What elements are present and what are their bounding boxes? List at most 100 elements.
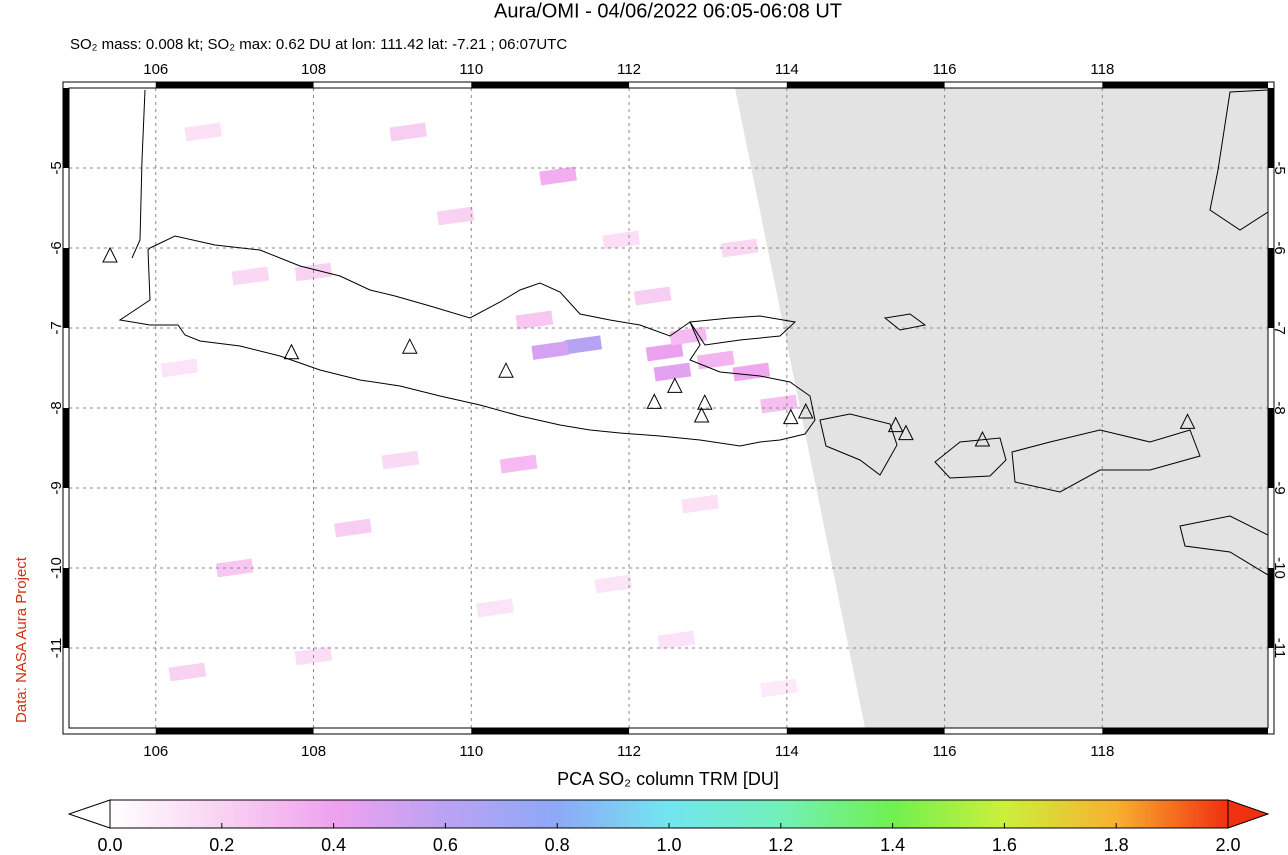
y-tick-label: -9 — [1271, 481, 1288, 494]
coastline — [819, 413, 898, 476]
so2-cell — [697, 350, 735, 370]
colorbar-tick-label: 1.0 — [656, 835, 681, 855]
frame-band — [155, 728, 314, 734]
colorbar-label: PCA SO₂ column TRM [DU] — [557, 769, 779, 789]
so2-cell — [499, 454, 538, 474]
frame-band — [63, 568, 69, 648]
volcano-marker — [887, 416, 904, 433]
colorbar-tick-label: 1.6 — [992, 835, 1017, 855]
so2-cell — [657, 630, 696, 650]
so2-cell — [231, 266, 270, 286]
map-frame — [62, 81, 1275, 735]
colorbar-tick-label: 0.4 — [321, 835, 346, 855]
y-tick-label: -8 — [48, 401, 65, 414]
volcano-marker — [498, 362, 514, 378]
volcanoes — [102, 246, 1196, 447]
volcano-marker — [1179, 413, 1196, 429]
frame-band — [63, 408, 69, 488]
x-tick-label: 106 — [143, 743, 168, 760]
colorbar-tick-label: 0.6 — [433, 835, 458, 855]
x-tick-label: 106 — [143, 61, 168, 78]
coastline — [131, 89, 146, 259]
colorbar-tick-label: 2.0 — [1215, 835, 1240, 855]
coastline — [1011, 429, 1201, 493]
so2-cell — [381, 450, 420, 470]
coastline — [883, 313, 927, 331]
volcano-marker — [974, 430, 991, 447]
volcano-marker — [102, 246, 118, 263]
volcano-marker — [283, 343, 300, 360]
colorbar-tick-label: 0.0 — [97, 835, 122, 855]
so2-cell — [476, 598, 514, 618]
frame-band — [63, 88, 69, 168]
so2-cell — [334, 518, 372, 538]
colorbar-tick-label: 0.2 — [209, 835, 234, 855]
so2-cell — [653, 362, 692, 382]
frame-band — [155, 82, 314, 88]
volcano-marker — [898, 424, 914, 441]
y-tick-label: -10 — [48, 557, 65, 579]
so2-cell — [681, 494, 719, 514]
colorbar-tick-label: 1.8 — [1104, 835, 1129, 855]
y-tick-label: -5 — [48, 161, 65, 174]
so2-cell — [633, 286, 672, 306]
colorbar-low — [67, 799, 111, 829]
x-tick-label: 116 — [933, 61, 957, 78]
map-area — [69, 88, 1268, 728]
colorbar-tick-label: 0.8 — [545, 835, 570, 855]
x-tick-label: 108 — [301, 61, 326, 78]
frame-border — [62, 81, 1275, 735]
volcano-marker — [696, 394, 713, 410]
so2-cell — [539, 166, 577, 186]
x-tick-label: 116 — [933, 743, 957, 760]
chart-title: Aura/OMI - 04/06/2022 06:05-06:08 UT — [494, 0, 842, 22]
axes: 106 106 108 108 110 110 112 112 114 114 116 116 118 1… — [48, 61, 1288, 760]
so2-cell — [732, 362, 771, 382]
y-tick-label: -7 — [1271, 321, 1288, 334]
coastline — [934, 437, 1007, 479]
so2-cell — [594, 574, 633, 594]
so2-cell — [436, 206, 475, 226]
so2-cell — [515, 310, 554, 330]
x-tick-label: 118 — [1090, 61, 1114, 78]
so2-cell — [645, 342, 684, 362]
frame-band — [1268, 408, 1274, 488]
so2-cell — [168, 662, 207, 682]
y-tick-label: -9 — [48, 481, 65, 494]
so2-cell — [531, 340, 569, 360]
frame-border — [68, 87, 1269, 729]
coastlines — [118, 89, 1268, 576]
so2-cell — [160, 358, 199, 378]
so2-cell — [184, 122, 222, 142]
so2-cell — [215, 558, 254, 578]
coastline — [1209, 89, 1268, 231]
so2-cell — [760, 394, 798, 414]
volcano-marker — [693, 406, 710, 423]
volcano-marker — [401, 338, 418, 354]
frame-band — [1102, 728, 1268, 734]
colorbar-high — [1227, 799, 1270, 829]
frame-band — [471, 82, 630, 88]
colorbar: 0.0 0.2 0.4 0.6 0.8 1.0 1.2 1.4 1.6 1.8 2.0 — [67, 799, 1270, 855]
colorbar-tick-label: 1.4 — [880, 835, 905, 855]
frame-band — [1268, 88, 1274, 168]
y-tick-label: -11 — [48, 638, 65, 659]
x-tick-label: 110 — [459, 61, 483, 78]
coastline — [118, 235, 816, 447]
frame-band — [63, 248, 69, 328]
x-tick-label: 112 — [617, 61, 641, 78]
y-tick-label: -7 — [48, 321, 65, 334]
subtitle: SO₂ mass: 0.008 kt; SO₂ max: 0.62 DU at … — [70, 36, 567, 53]
frame-band — [786, 728, 945, 734]
x-tick-label: 112 — [617, 743, 641, 760]
y-tick-label: -8 — [1271, 401, 1288, 414]
x-tick-label: 110 — [459, 743, 483, 760]
colorbar-tick-label: 1.2 — [768, 835, 793, 855]
x-tick-label: 114 — [775, 743, 799, 760]
y-tick-label: -11 — [1271, 638, 1288, 659]
x-tick-label: 118 — [1090, 743, 1114, 760]
so2-layer — [160, 122, 798, 698]
frame-band — [1102, 82, 1268, 88]
coastline — [689, 315, 797, 346]
